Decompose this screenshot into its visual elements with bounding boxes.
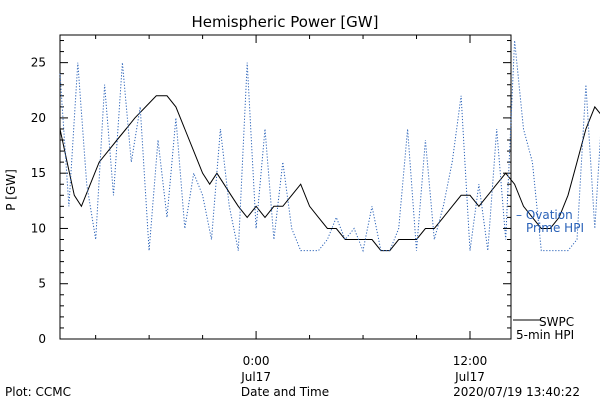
y-tick-label: 15 xyxy=(31,166,46,180)
x-tick-date-label: Jul17 xyxy=(240,370,271,384)
x-axis-ticks: 0:00Jul1712:00Jul170:00Jul1812:00Jul180:… xyxy=(95,35,488,384)
x-tick-time-label: 0:00 xyxy=(243,354,270,368)
y-tick-label: 25 xyxy=(31,56,46,70)
swpc-hpi-line xyxy=(59,95,600,252)
legend-ovation-line2: Prime HPI xyxy=(526,221,584,235)
plot-frame xyxy=(59,34,512,340)
y-tick-label: 5 xyxy=(38,277,46,291)
series-layer xyxy=(59,40,600,253)
legend-swpc-line2: 5-min HPI xyxy=(516,328,574,342)
legend-swpc-line1: SWPC xyxy=(539,315,574,329)
y-axis-ticks: 0 5 10 15 20 25 xyxy=(31,40,511,346)
footer-timestamp: 2020/07/19 13:40:22 xyxy=(453,385,580,399)
chart-title: Hemispheric Power [GW] xyxy=(192,13,379,31)
footer-x-axis-label: Date and Time xyxy=(241,385,329,399)
x-tick-date-label: Jul17 xyxy=(454,370,485,384)
y-tick-label: 10 xyxy=(31,221,46,235)
y-tick-label: 20 xyxy=(31,111,46,125)
y-axis-label: P [GW] xyxy=(4,169,18,211)
y-tick-label: 0 xyxy=(38,332,46,346)
legend-ovation-line1: – Ovation xyxy=(516,208,573,222)
x-tick-time-label: 12:00 xyxy=(453,354,488,368)
footer-plot-credit: Plot: CCMC xyxy=(5,385,71,399)
